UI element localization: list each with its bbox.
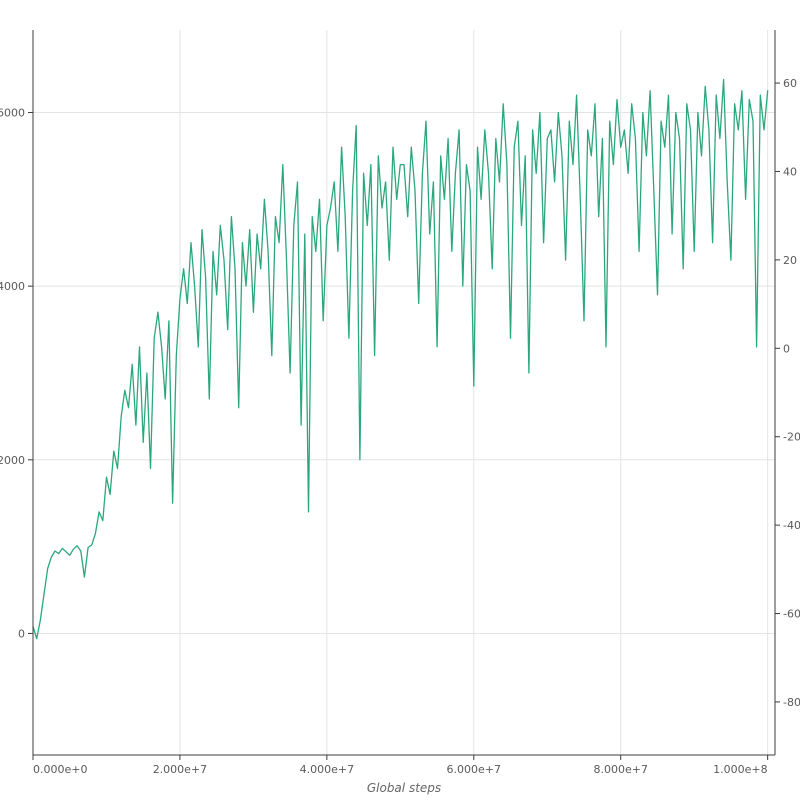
right-tick-label: 60 — [783, 77, 797, 90]
right-tick-label: -60 — [783, 608, 800, 621]
x-tick-label: 1.000e+8 — [713, 763, 767, 776]
x-tick-label: 0.000e+0 — [33, 763, 87, 776]
chart-line — [32, 78, 769, 640]
right-tick-label: -20 — [783, 431, 800, 444]
left-tick-label: 6000 — [0, 106, 25, 119]
right-tick-label: -80 — [783, 696, 800, 709]
right-tick-label: 20 — [783, 254, 797, 267]
axes: 0.000e+0 2.000e+7 4.000e+7 6.000e+7 8.000e+7… — [0, 30, 800, 776]
right-tick-label: -40 — [783, 519, 800, 532]
left-tick-label: 2000 — [0, 454, 25, 467]
x-tick-label: 8.000e+7 — [593, 763, 647, 776]
x-tick-label: 6.000e+7 — [447, 763, 501, 776]
right-tick-label: 0 — [783, 342, 790, 355]
left-tick-label: 4000 — [0, 280, 25, 293]
x-axis-title: Global steps — [367, 781, 441, 795]
right-tick-label: 40 — [783, 165, 797, 178]
left-tick-label: 0 — [18, 627, 25, 640]
x-tick-label: 4.000e+7 — [300, 763, 354, 776]
x-tick-label: 2.000e+7 — [153, 763, 207, 776]
